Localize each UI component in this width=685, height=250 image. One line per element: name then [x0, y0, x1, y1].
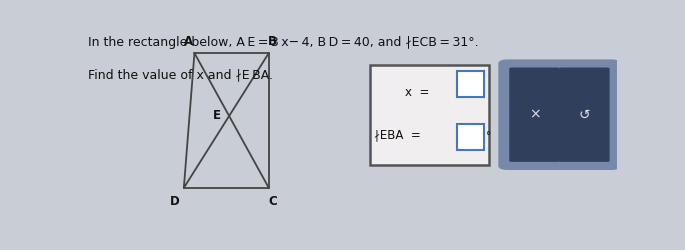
Text: In the rectangle below, A E = 3 x− 4, B D = 40, and ∤ECB = 31°.: In the rectangle below, A E = 3 x− 4, B … — [88, 36, 479, 49]
Text: Find the value of x and ∤E BA.: Find the value of x and ∤E BA. — [88, 68, 273, 82]
Text: °: ° — [486, 131, 491, 141]
Text: D: D — [170, 195, 179, 208]
Text: C: C — [268, 195, 277, 208]
FancyBboxPatch shape — [509, 68, 560, 162]
Text: ∤EBA  =: ∤EBA = — [375, 128, 421, 141]
Text: B: B — [268, 35, 277, 48]
FancyBboxPatch shape — [370, 65, 489, 165]
Text: x  =: x = — [406, 86, 430, 99]
FancyBboxPatch shape — [457, 124, 484, 150]
Text: ↺: ↺ — [578, 108, 590, 122]
FancyBboxPatch shape — [457, 72, 484, 97]
Text: ×: × — [529, 108, 540, 122]
FancyBboxPatch shape — [559, 68, 610, 162]
Text: E: E — [213, 109, 221, 122]
FancyBboxPatch shape — [500, 61, 619, 168]
Text: A: A — [184, 35, 192, 48]
